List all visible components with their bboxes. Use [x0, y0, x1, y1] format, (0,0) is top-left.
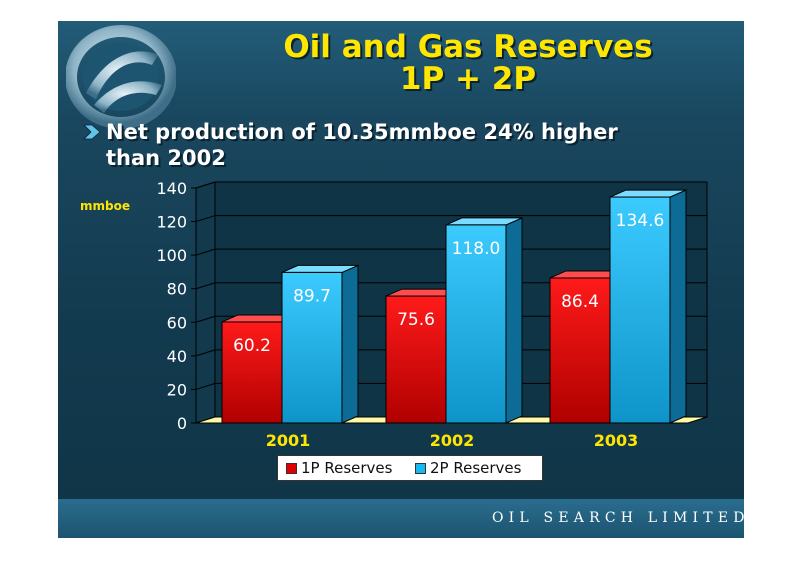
slide: Oil and Gas Reserves 1P + 2P Net product… — [58, 21, 744, 538]
footer-company-name: OIL SEARCH LIMITED — [492, 510, 744, 526]
y-axis-unit-label: mmboe — [80, 199, 130, 213]
bar-2002-1p — [385, 295, 447, 424]
x-category-label: 2001 — [266, 431, 311, 450]
bar-value-label: 134.6 — [616, 211, 665, 231]
bullet-text-line-2: than 2002 — [106, 146, 226, 170]
bar-value-label: 89.7 — [293, 286, 331, 306]
bar-value-label: 75.6 — [397, 310, 435, 330]
y-tick-label: 140 — [156, 179, 187, 198]
gridline — [195, 382, 707, 390]
y-tick-label: 60 — [167, 313, 187, 332]
bar-2002-2p — [445, 224, 507, 424]
gridline — [195, 282, 707, 290]
legend-swatch-2p — [415, 463, 426, 474]
y-tick-label: 20 — [167, 380, 187, 399]
gridline — [195, 215, 707, 223]
legend-swatch-1p — [286, 463, 297, 474]
bar-value-label: 86.4 — [561, 292, 599, 312]
bar-side — [341, 264, 359, 424]
footer-band — [58, 499, 744, 538]
slide-title-line-1: Oil and Gas Reserves — [283, 29, 653, 65]
legend-label-1p: 1P Reserves — [301, 459, 393, 477]
bullet-text-line-1: Net production of 10.35mmboe 24% higher — [106, 120, 618, 144]
y-tick-label: 120 — [156, 213, 187, 232]
bar-value-label: 118.0 — [452, 239, 501, 259]
company-logo-icon — [66, 25, 176, 129]
chart-legend: 1P Reserves 2P Reserves — [277, 455, 543, 481]
x-category-label: 2002 — [430, 431, 475, 450]
y-tick-label: 100 — [156, 246, 187, 265]
gridline — [195, 181, 707, 189]
gridline — [195, 349, 707, 357]
bar-side — [505, 217, 523, 424]
bar-2001-2p — [281, 271, 343, 424]
y-tick-label: 0 — [177, 414, 187, 433]
bullet-arrow-icon — [83, 124, 101, 140]
y-tick-label: 40 — [167, 347, 187, 366]
y-tick-label: 80 — [167, 280, 187, 299]
bar-value-label: 60.2 — [233, 336, 271, 356]
bar-2003-2p — [609, 196, 671, 424]
gridline — [195, 248, 707, 256]
reserves-bar-chart: 0 20 40 60 80 100 120 140 60.2 89.7 2001 75.6 118.0 2… — [156, 179, 708, 450]
slide-title-line-2: 1P + 2P — [399, 61, 537, 97]
bar-side — [669, 189, 687, 424]
x-category-label: 2003 — [594, 431, 639, 450]
gridline — [195, 315, 707, 323]
legend-label-2p: 2P Reserves — [430, 459, 522, 477]
